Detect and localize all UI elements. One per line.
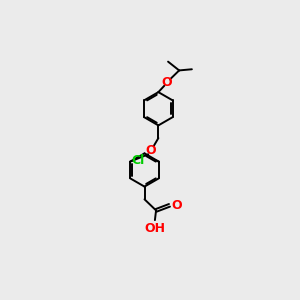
Text: O: O	[146, 144, 156, 157]
Text: O: O	[162, 76, 172, 89]
Text: O: O	[172, 199, 182, 212]
Text: OH: OH	[144, 222, 165, 236]
Text: Cl: Cl	[132, 154, 145, 167]
